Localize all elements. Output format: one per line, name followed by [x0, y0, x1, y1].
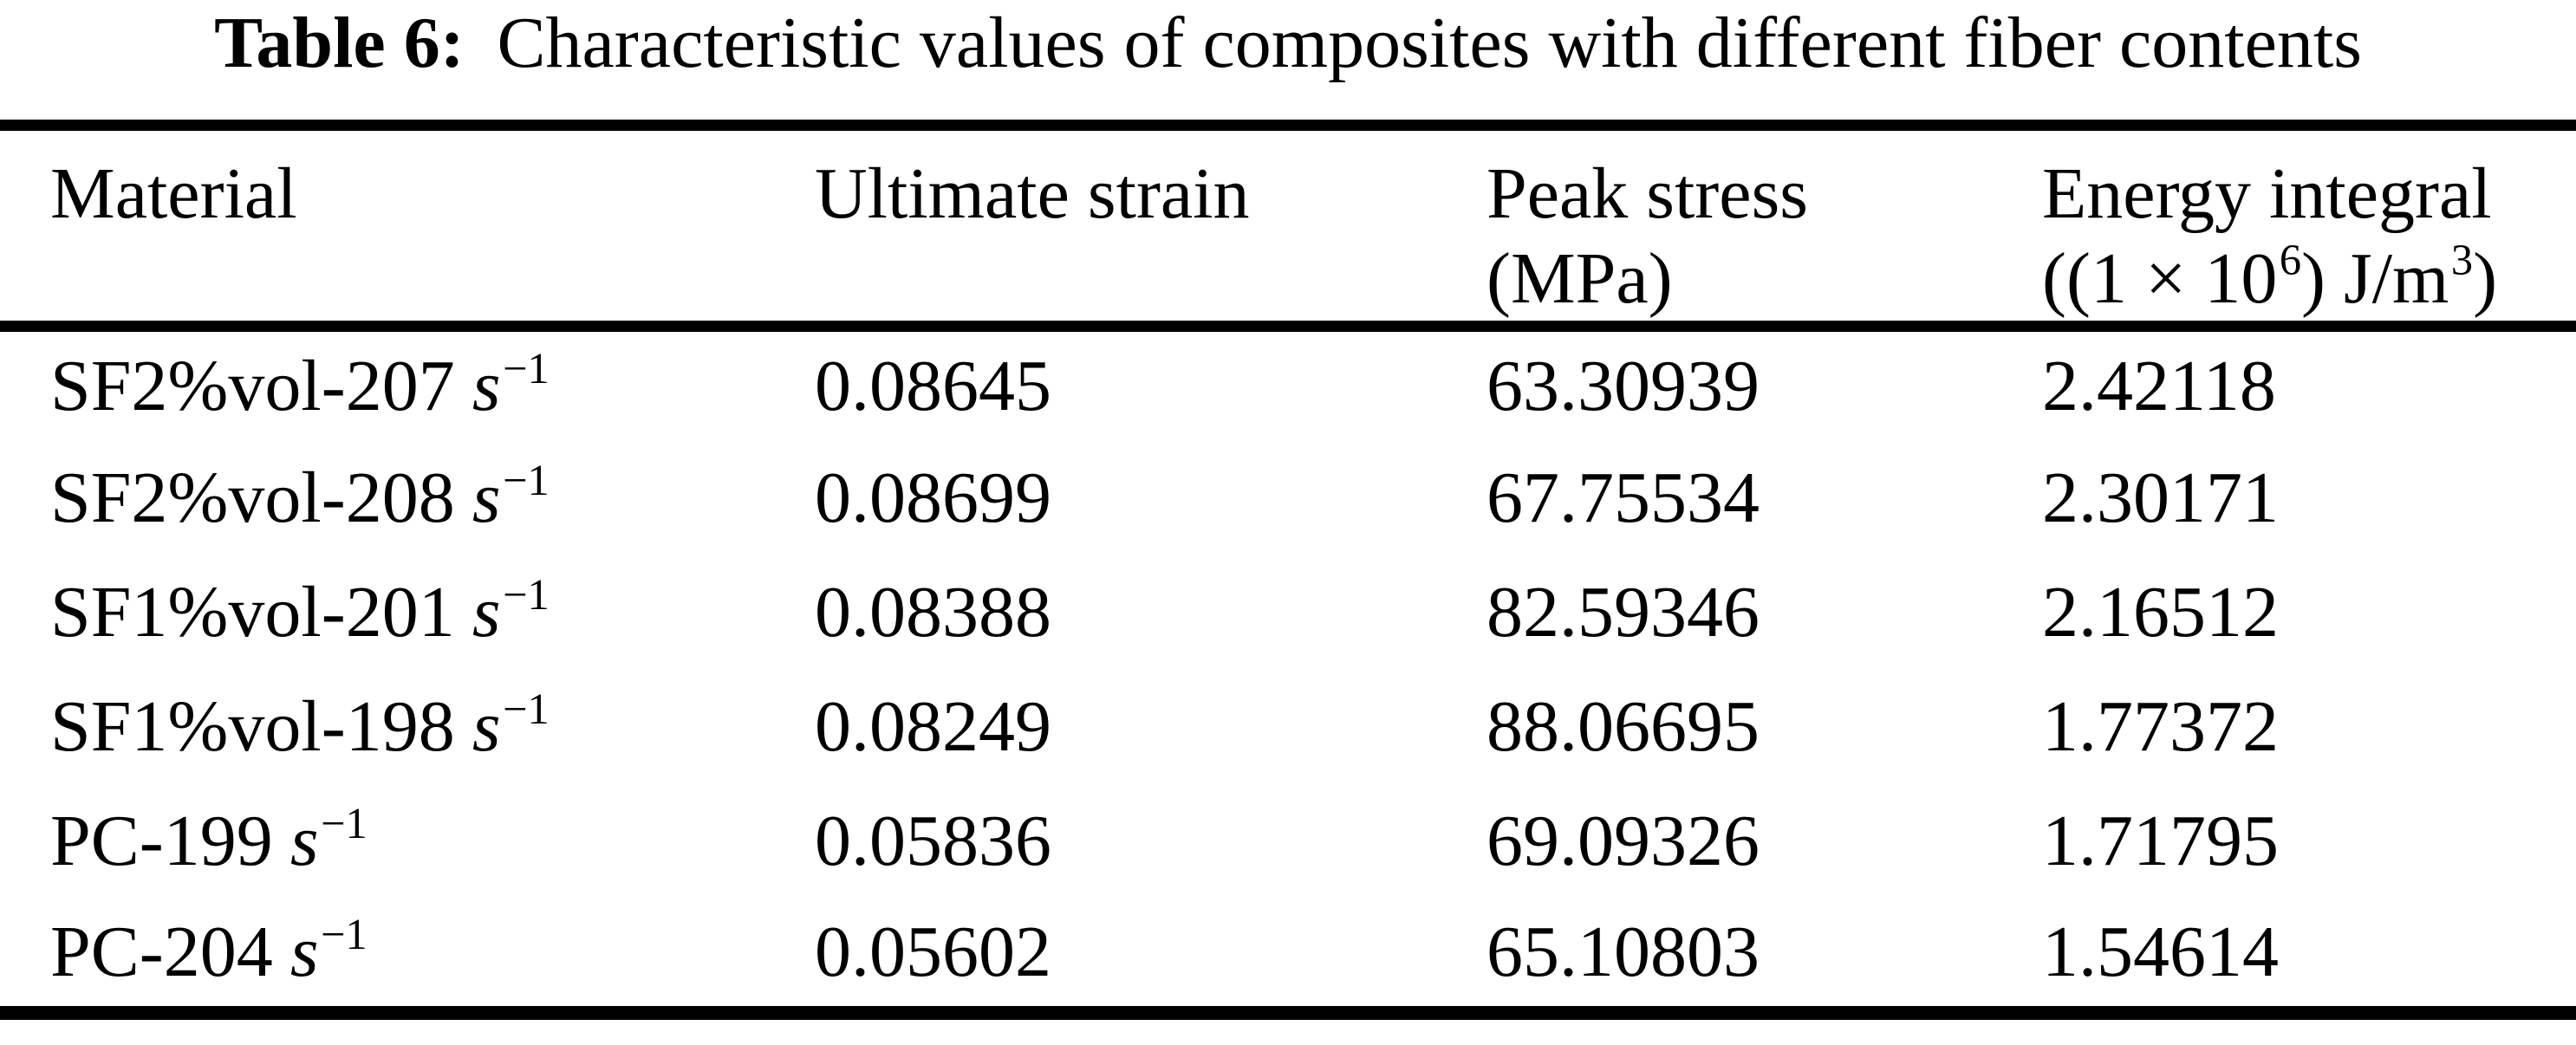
- material-cell: PC-199 s−1: [0, 784, 815, 899]
- energy-integral-cell: 2.16512: [2042, 572, 2279, 653]
- header-peak-stress: Peak stress (MPa): [1486, 125, 2042, 333]
- material-cell: PC-204 s−1: [0, 899, 815, 1013]
- strain-rate-unit-exponent: −1: [503, 684, 550, 733]
- table-row: SF2%vol-207 s−1 0.08645 63.30939 2.42118: [0, 327, 2576, 441]
- peak-stress-cell: 82.59346: [1486, 572, 1760, 653]
- material-name: SF1%vol-201: [50, 572, 455, 653]
- header-peak-stress-line2: (MPa): [1486, 237, 1673, 319]
- peak-stress-cell: 63.30939: [1486, 346, 1760, 427]
- material-cell: SF2%vol-207 s−1: [0, 327, 815, 441]
- ultimate-strain-cell: 0.05602: [815, 912, 1051, 993]
- strain-rate-unit-symbol: s: [472, 572, 501, 653]
- strain-rate-unit-symbol: s: [289, 801, 319, 882]
- energy-unit-post: ): [2473, 237, 2498, 319]
- strain-rate-unit-symbol: s: [289, 912, 319, 993]
- table-row: SF1%vol-201 s−1 0.08388 82.59346 2.16512: [0, 555, 2576, 670]
- energy-integral-cell: 2.42118: [2042, 346, 2276, 427]
- header-material: Material: [0, 125, 815, 333]
- material-name: PC-199: [50, 801, 273, 882]
- strain-rate-unit-symbol: s: [472, 346, 501, 427]
- ultimate-strain-cell: 0.05836: [815, 801, 1051, 882]
- ultimate-strain-cell: 0.08388: [815, 572, 1051, 653]
- table-row: PC-199 s−1 0.05836 69.09326 1.71795: [0, 784, 2576, 899]
- strain-rate-unit-exponent: −1: [321, 909, 368, 958]
- material-name: SF2%vol-207: [50, 346, 455, 427]
- table-title-text: Characteristic values of composites with…: [497, 3, 2362, 83]
- energy-integral-cell: 1.71795: [2042, 801, 2279, 882]
- header-energy-integral: Energy integral ((1 × 106) J/m3): [2042, 125, 2576, 333]
- header-energy-line2: ((1 × 106) J/m3): [2042, 236, 2576, 321]
- energy-integral-cell: 1.77372: [2042, 686, 2279, 768]
- ultimate-strain-cell: 0.08249: [815, 686, 1051, 768]
- header-peak-stress-line1: Peak stress: [1486, 153, 1808, 235]
- peak-stress-cell: 65.10803: [1486, 912, 1760, 993]
- material-name: SF2%vol-208: [50, 458, 455, 539]
- header-ultimate-strain: Ultimate strain: [815, 125, 1486, 333]
- strain-rate-unit-exponent: −1: [321, 798, 368, 847]
- material-cell: SF1%vol-201 s−1: [0, 555, 815, 670]
- strain-rate-unit-exponent: −1: [503, 569, 550, 619]
- table-row: SF2%vol-208 s−1 0.08699 67.75534 2.30171: [0, 441, 2576, 555]
- energy-unit-mid: ) J/m: [2301, 237, 2449, 319]
- characteristics-table: Material Ultimate strain Peak stress (MPa…: [0, 120, 2576, 1020]
- ultimate-strain-cell: 0.08699: [815, 458, 1051, 539]
- energy-integral-cell: 2.30171: [2042, 458, 2279, 539]
- table-title-label: Table 6:: [214, 3, 465, 83]
- header-row: Material Ultimate strain Peak stress (MPa…: [0, 125, 2576, 333]
- table-row: PC-204 s−1 0.05602 65.10803 1.54614: [0, 899, 2576, 1013]
- strain-rate-unit-symbol: s: [472, 458, 501, 539]
- material-name: PC-204: [50, 912, 273, 993]
- ultimate-strain-cell: 0.08645: [815, 346, 1051, 427]
- header-energy-line1: Energy integral: [2042, 153, 2492, 235]
- peak-stress-cell: 69.09326: [1486, 801, 1760, 882]
- strain-rate-unit-symbol: s: [472, 686, 501, 768]
- table-title: Table 6: Characteristic values of composi…: [0, 0, 2576, 81]
- energy-integral-cell: 1.54614: [2042, 912, 2279, 993]
- energy-unit-pre: ((1 × 10: [2042, 237, 2278, 319]
- material-name: SF1%vol-198: [50, 686, 455, 768]
- strain-rate-unit-exponent: −1: [503, 455, 550, 504]
- material-cell: SF2%vol-208 s−1: [0, 441, 815, 555]
- peak-stress-cell: 67.75534: [1486, 458, 1760, 539]
- energy-exponent-3: 3: [2450, 236, 2474, 285]
- peak-stress-cell: 88.06695: [1486, 686, 1760, 768]
- energy-exponent-6: 6: [2279, 236, 2302, 285]
- table-row: SF1%vol-198 s−1 0.08249 88.06695 1.77372: [0, 670, 2576, 784]
- material-cell: SF1%vol-198 s−1: [0, 670, 815, 784]
- strain-rate-unit-exponent: −1: [503, 344, 550, 393]
